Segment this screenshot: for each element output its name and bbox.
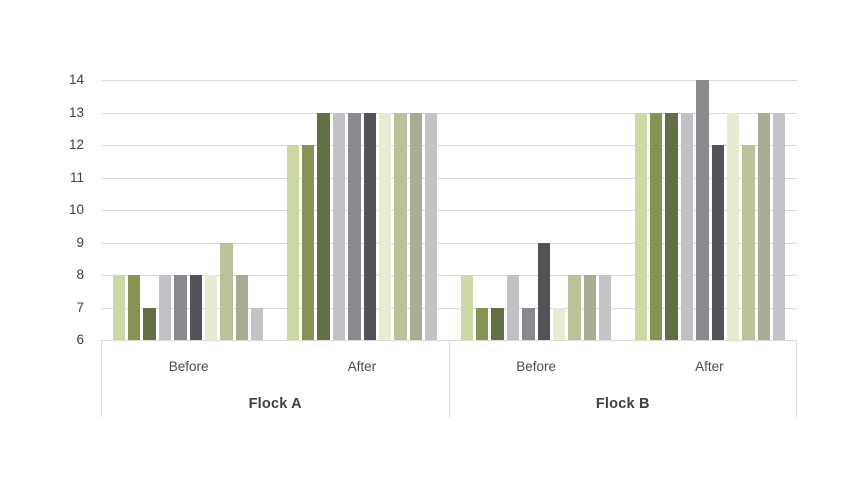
bar: [665, 112, 678, 340]
condition-label-before: Before: [516, 358, 557, 374]
bar: [568, 275, 581, 340]
bar: [394, 112, 407, 340]
bar: [460, 275, 473, 340]
y-axis-tick-label: 11: [69, 169, 84, 185]
y-axis-tick-label: 8: [76, 267, 84, 282]
gridline: [101, 177, 797, 179]
y-axis-tick-label: 9: [76, 234, 84, 250]
bar: [634, 112, 647, 340]
condition-label-after: After: [347, 358, 377, 374]
bar: [680, 112, 694, 340]
bar: [409, 112, 423, 340]
bar: [537, 242, 550, 340]
bar: [363, 112, 376, 340]
bar: [757, 112, 771, 340]
bar-group: [623, 80, 797, 340]
bar: [425, 112, 438, 340]
category-axis-table: Before After Flock A Before After Flock …: [101, 340, 797, 417]
bar: [506, 275, 520, 340]
y-axis-tick-label: 10: [68, 202, 84, 217]
bar: [189, 275, 202, 340]
bar: [742, 145, 755, 340]
bar: [317, 112, 330, 340]
y-axis-tick-label: 7: [76, 299, 84, 315]
bar: [251, 307, 264, 340]
bar: [726, 112, 740, 340]
bar: [475, 307, 489, 340]
bar: [112, 275, 125, 340]
y-axis-tick-label: 6: [76, 332, 84, 347]
bar-group: [101, 80, 275, 340]
bar: [235, 275, 249, 340]
bar: [127, 275, 141, 340]
bar: [301, 145, 315, 340]
gridline: [101, 242, 797, 244]
condition-label-after: After: [695, 358, 724, 374]
bar: [378, 112, 392, 340]
condition-label-before: Before: [168, 358, 209, 374]
bar: [583, 275, 597, 340]
condition-row: Before After: [450, 341, 797, 391]
gridline: [101, 145, 797, 146]
bar-group: [275, 80, 449, 340]
y-axis-tick-label: 12: [68, 137, 84, 152]
bar: [174, 275, 187, 340]
flock-a-label: Flock A: [248, 396, 302, 412]
flock-a-panel: Before After Flock A: [102, 341, 450, 417]
flock-b-panel: Before After Flock B: [450, 341, 797, 417]
gridline: [101, 307, 797, 309]
bar: [491, 307, 504, 340]
bar: [220, 242, 233, 340]
bar: [649, 112, 663, 340]
y-axis-tick-label: 14: [68, 72, 84, 87]
gridline: [101, 275, 797, 276]
condition-row: Before After: [102, 341, 449, 391]
bar: [332, 112, 346, 340]
bar: [286, 145, 299, 340]
bar: [204, 275, 218, 340]
bar-group: [449, 80, 623, 340]
bar: [773, 112, 786, 340]
bar: [599, 275, 612, 340]
bar: [711, 145, 724, 340]
bar: [348, 112, 361, 340]
gridline: [101, 210, 797, 211]
bar: [143, 307, 156, 340]
bar: [552, 307, 566, 340]
bar: [696, 80, 709, 340]
plot-area: [101, 80, 797, 340]
y-axis-tick-label: 13: [68, 104, 84, 120]
bar: [522, 307, 535, 340]
gridline: [101, 112, 797, 114]
bar: [158, 275, 172, 340]
gridline: [101, 80, 797, 81]
flock-b-label: Flock B: [595, 396, 650, 412]
